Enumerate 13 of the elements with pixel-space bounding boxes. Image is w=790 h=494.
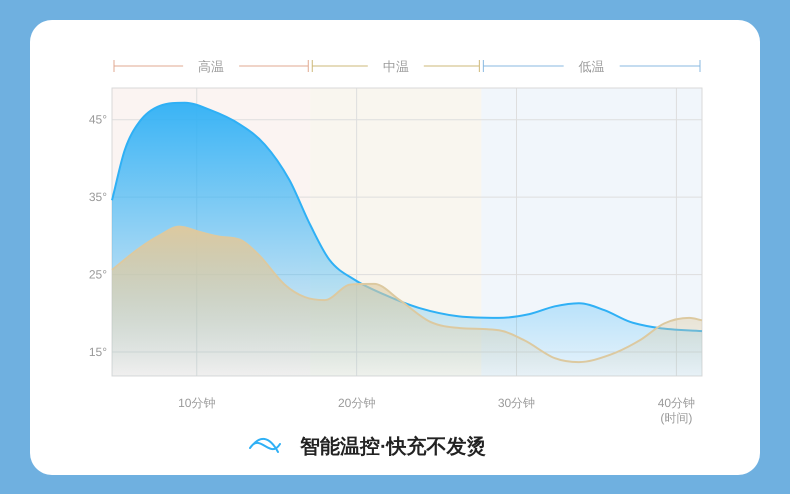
x-tick-label: 20分钟	[338, 396, 376, 410]
y-tick-label: 35°	[88, 190, 108, 204]
x-tick-label: 10分钟	[178, 396, 216, 410]
y-tick-label: 45°	[88, 112, 108, 127]
legend-label: 智能温控·快充不发烫	[299, 435, 487, 458]
x-axis-title: (时间)	[660, 411, 692, 425]
y-tick-label: 15°	[88, 345, 108, 359]
band-label: 低温	[578, 59, 605, 74]
x-tick-label: 30分钟	[498, 396, 536, 410]
y-tick-label: 25°	[88, 268, 108, 282]
x-tick-label: 40分钟	[658, 396, 696, 410]
band-label: 高温	[198, 59, 224, 74]
legend-label: 中温	[382, 59, 409, 74]
